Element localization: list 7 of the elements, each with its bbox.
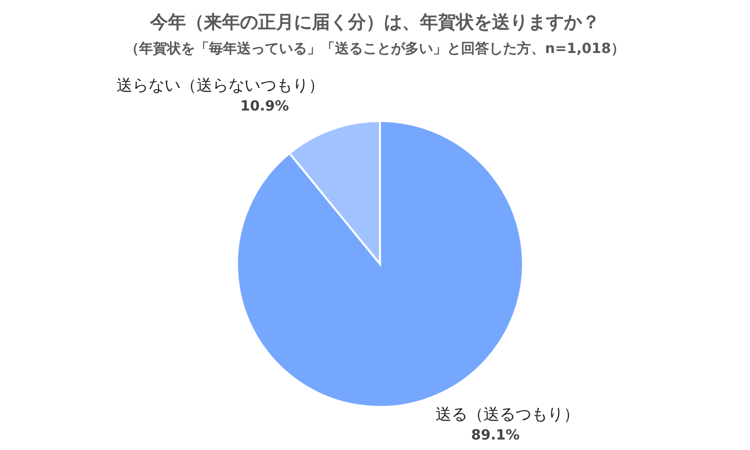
data-label: 10.9% <box>240 98 289 115</box>
chart-subtitle: （年賀状を「毎年送っている」「送ることが多い」と回答した方、n=1,018） <box>124 40 626 58</box>
slice-label: 送らない（送らないつもり） <box>116 76 325 95</box>
chart-title: 今年（来年の正月に届く分）は、年賀状を送りますか？ <box>148 11 601 34</box>
slice-label: 送る（送るつもり） <box>435 404 580 424</box>
pie-slice <box>236 120 524 408</box>
data-label: 89.1% <box>471 427 520 444</box>
